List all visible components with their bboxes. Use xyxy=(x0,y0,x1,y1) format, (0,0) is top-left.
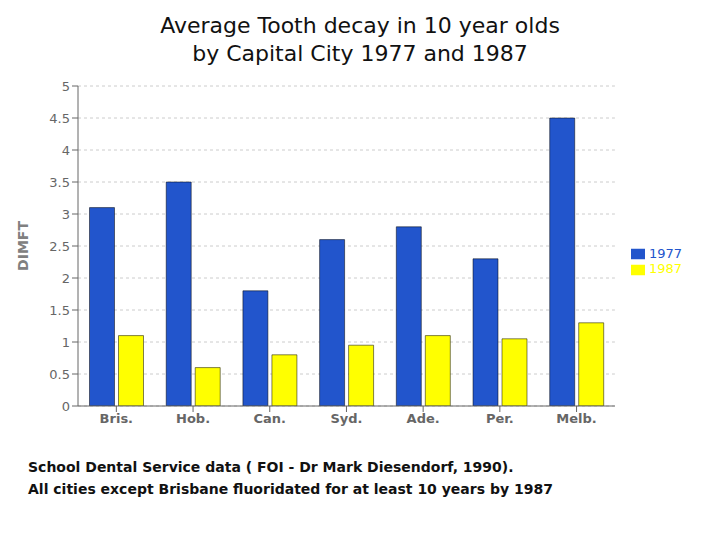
svg-text:1: 1 xyxy=(62,335,70,350)
svg-text:Syd.: Syd. xyxy=(330,411,362,426)
html-text:by Capital City 1977 and 1987: by Capital City 1977 and 1987 xyxy=(192,41,528,66)
svg-text:5: 5 xyxy=(62,79,70,94)
html-text:School Dental Service data ( F: School Dental Service data ( FOI - Dr Ma… xyxy=(28,459,514,475)
html-text:All cities except Brisbane flu: All cities except Brisbane fluoridated f… xyxy=(28,481,553,497)
svg-text:4: 4 xyxy=(62,143,70,158)
svg-text:Bris.: Bris. xyxy=(100,411,133,426)
svg-text:1.5: 1.5 xyxy=(49,303,70,318)
svg-text:Melb.: Melb. xyxy=(556,411,596,426)
svg-text:2.5: 2.5 xyxy=(49,239,70,254)
svg-text:Ade.: Ade. xyxy=(407,411,440,426)
svg-text:Can.: Can. xyxy=(253,411,286,426)
svg-text:2: 2 xyxy=(62,271,70,286)
html-text:Average Tooth decay in 10 year: Average Tooth decay in 10 year olds xyxy=(160,13,560,38)
svg-text:3.5: 3.5 xyxy=(49,175,70,190)
svg-text:4.5: 4.5 xyxy=(49,111,70,126)
svg-text:Hob.: Hob. xyxy=(176,411,210,426)
html-text:1977: 1977 xyxy=(648,245,682,261)
svg-text:3: 3 xyxy=(62,207,70,222)
svg-text:Per.: Per. xyxy=(486,411,514,426)
svg-text:0.5: 0.5 xyxy=(49,367,70,382)
html-text:1987: 1987 xyxy=(648,261,682,276)
svg-text:DIMFT: DIMFT xyxy=(15,221,31,271)
svg-text:0: 0 xyxy=(62,399,70,414)
